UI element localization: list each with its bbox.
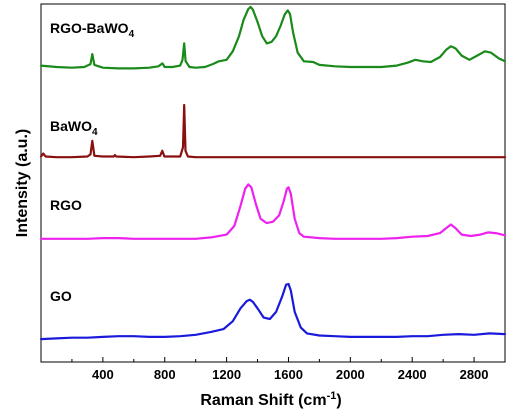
x-tick-label: 2000 [336,367,365,382]
y-axis-title: Intensity (a.u.) [14,129,31,237]
series-label-main: BaWO [50,118,92,134]
series-label-rgo-bawo: RGO-BaWO4 [50,20,135,40]
x-axis-title: Raman Shift (cm-1) [200,390,341,409]
x-tick-label: 2800 [460,367,489,382]
x-tick-label: 1600 [274,367,303,382]
x-tick-label: 800 [154,367,176,382]
x-axis-ticks: 400 800 1200 1600 2000 2400 2800 [71,357,489,382]
x-axis-title-superscript: -1 [327,390,337,402]
series-line-bawo [39,103,507,159]
x-tick-label: 400 [92,367,114,382]
series-label-go: GO [50,288,72,304]
x-axis-title-end: ) [336,392,341,409]
series-line-rgo-bawo [39,5,507,70]
series-line-rgo [39,183,507,240]
series-label-main: RGO [50,197,82,213]
spectra-traces [39,5,507,341]
series-label-bawo: BaWO4 [50,118,98,138]
series-label-main: RGO-BaWO [50,20,129,36]
series-label-rgo: RGO [50,197,82,213]
series-label-subscript: 4 [92,127,98,138]
plot-frame [40,3,506,363]
x-tick-label: 1200 [212,367,241,382]
series-line-go [39,282,507,341]
series-label-main: GO [50,288,72,304]
series-label-subscript: 4 [129,29,135,40]
x-tick-label: 2400 [398,367,427,382]
plot-frame-group [40,3,506,363]
x-axis-title-text: Raman Shift (cm [200,392,326,409]
